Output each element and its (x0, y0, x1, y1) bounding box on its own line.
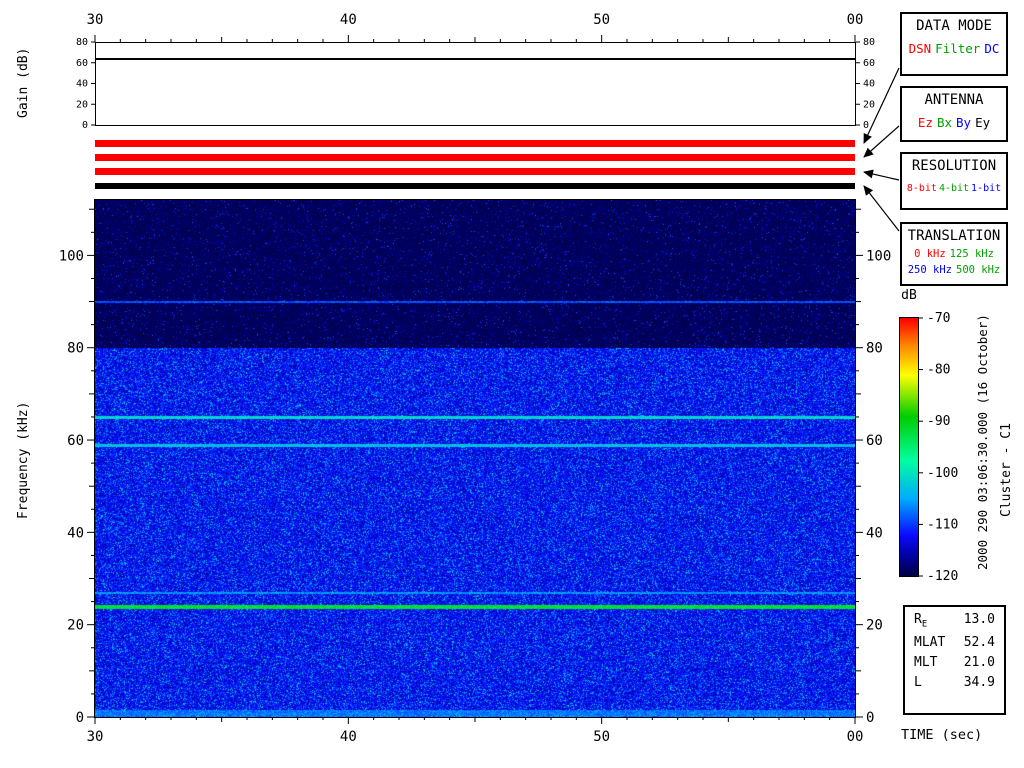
ephemeris-value: 21.0 (964, 655, 995, 670)
wbd-spectrogram-page: Gain (dB) Frequency (kHz) dB DATA MODE D… (0, 0, 1024, 768)
time-axis-label: TIME (sec) (901, 727, 982, 743)
svg-text:100: 100 (866, 248, 891, 264)
svg-text:40: 40 (340, 729, 357, 745)
antenna-options: Ez Bx By Ey (902, 115, 1006, 130)
data-mode-options: DSN Filter DC (902, 41, 1006, 56)
spectrogram-canvas (95, 200, 855, 717)
svg-text:-110: -110 (927, 517, 958, 532)
svg-text:00: 00 (847, 729, 864, 745)
gain-axis-label: Gain (dB) (16, 25, 31, 140)
status-bar-resolution (95, 168, 855, 175)
svg-text:40: 40 (863, 79, 875, 90)
svg-text:80: 80 (863, 37, 875, 48)
svg-text:20: 20 (863, 99, 875, 110)
svg-text:60: 60 (863, 58, 875, 69)
gain-trace (96, 58, 855, 60)
ephemeris-row-mlt: MLT 21.0 (905, 650, 1004, 670)
ephemeris-label: MLAT (914, 635, 945, 650)
svg-text:0: 0 (76, 710, 84, 726)
gain-plot (95, 42, 856, 126)
svg-text:80: 80 (67, 341, 84, 357)
ephemeris-rows: RE 13.0 MLAT 52.4 MLT 21.0 L 34.9 (905, 607, 1004, 690)
svg-text:100: 100 (59, 248, 84, 264)
svg-text:50: 50 (593, 12, 610, 28)
translation-title: TRANSLATION (902, 224, 1006, 244)
ephemeris-row-re: RE 13.0 (905, 607, 1004, 630)
ephemeris-box: RE 13.0 MLAT 52.4 MLT 21.0 L 34.9 (903, 605, 1006, 715)
svg-text:80: 80 (866, 341, 883, 357)
translation-option-250-khz: 250 kHz (908, 263, 952, 279)
antenna-option-bx: Bx (937, 115, 952, 130)
svg-text:30: 30 (87, 12, 104, 28)
colorbar-title: dB (892, 288, 926, 303)
date-annotation: 2000 290 03:06:30.000 (16 October) (975, 300, 990, 585)
svg-text:20: 20 (67, 618, 84, 634)
svg-text:60: 60 (76, 58, 88, 69)
svg-text:40: 40 (76, 79, 88, 90)
spacecraft-annotation: Cluster - C1 (999, 405, 1014, 535)
translation-box: TRANSLATION 0 kHz 125 kHz250 kHz 500 kHz (900, 222, 1008, 286)
antenna-option-by: By (956, 115, 971, 130)
svg-text:50: 50 (593, 729, 610, 745)
svg-text:40: 40 (340, 12, 357, 28)
resolution-option-1-bit: 1-bit (971, 183, 1001, 194)
colorbar (900, 318, 918, 576)
svg-text:40: 40 (866, 525, 883, 541)
ephemeris-label: RE (914, 612, 927, 630)
svg-text:-80: -80 (927, 363, 950, 378)
antenna-title: ANTENNA (902, 88, 1006, 108)
svg-text:20: 20 (866, 618, 883, 634)
translation-options: 0 kHz 125 kHz250 kHz 500 kHz (902, 247, 1006, 279)
ephemeris-value: 34.9 (964, 675, 995, 690)
svg-text:60: 60 (67, 433, 84, 449)
svg-text:00: 00 (847, 12, 864, 28)
antenna-box: ANTENNA Ez Bx By Ey (900, 86, 1008, 142)
resolution-title: RESOLUTION (902, 154, 1006, 174)
frequency-axis-label: Frequency (kHz) (16, 330, 31, 590)
data-mode-title: DATA MODE (902, 14, 1006, 34)
ephemeris-row-l: L 34.9 (905, 670, 1004, 690)
svg-text:20: 20 (76, 99, 88, 110)
resolution-option-8-bit: 8-bit (907, 183, 937, 194)
ephemeris-label: MLT (914, 655, 937, 670)
data-mode-box: DATA MODE DSN Filter DC (900, 12, 1008, 76)
resolution-options: 8-bit 4-bit 1-bit (902, 183, 1006, 194)
status-bar-data-mode (95, 140, 855, 147)
svg-text:60: 60 (866, 433, 883, 449)
svg-text:40: 40 (67, 525, 84, 541)
svg-text:-90: -90 (927, 414, 950, 429)
resolution-option-4-bit: 4-bit (939, 183, 969, 194)
svg-text:-100: -100 (927, 466, 958, 481)
svg-text:0: 0 (82, 120, 88, 131)
svg-text:-70: -70 (927, 311, 950, 326)
ephemeris-row-mlat: MLAT 52.4 (905, 630, 1004, 650)
data-mode-option-dc: DC (984, 41, 999, 56)
svg-text:0: 0 (866, 710, 874, 726)
resolution-box: RESOLUTION 8-bit 4-bit 1-bit (900, 152, 1008, 210)
antenna-option-ey: Ey (975, 115, 990, 130)
ephemeris-value: 52.4 (964, 635, 995, 650)
data-mode-option-filter: Filter (935, 41, 980, 56)
svg-text:30: 30 (87, 729, 104, 745)
antenna-option-ez: Ez (918, 115, 933, 130)
translation-option-0-khz: 0 kHz (914, 247, 946, 263)
svg-text:-120: -120 (927, 569, 958, 584)
ephemeris-value: 13.0 (964, 612, 995, 630)
svg-text:80: 80 (76, 37, 88, 48)
svg-text:0: 0 (863, 120, 869, 131)
ephemeris-label: L (914, 675, 922, 690)
status-bar-translation (95, 183, 855, 189)
translation-option-500-khz: 500 kHz (956, 263, 1000, 279)
status-bar-antenna (95, 154, 855, 161)
data-mode-option-dsn: DSN (909, 41, 932, 56)
translation-option-125-khz: 125 kHz (950, 247, 994, 263)
